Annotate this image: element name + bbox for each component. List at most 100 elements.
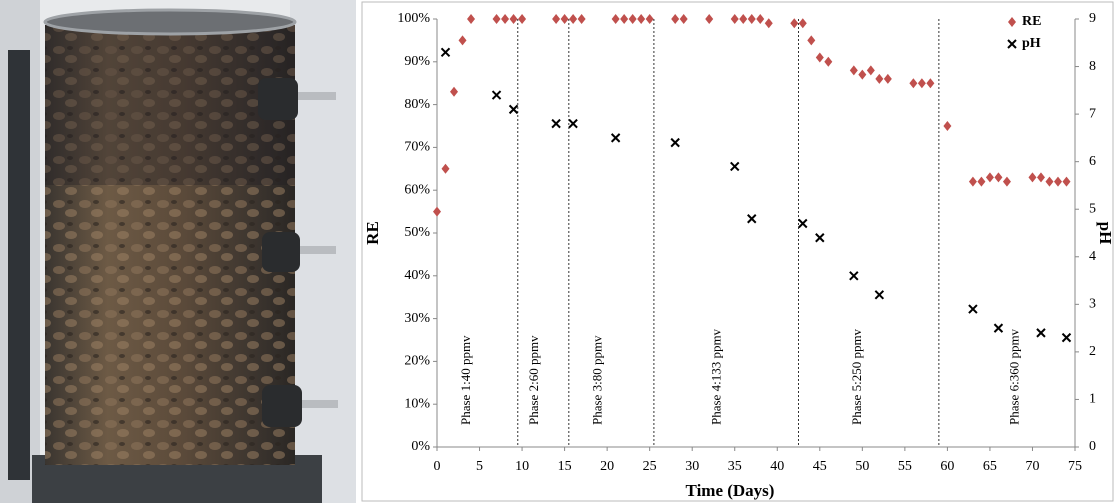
- data-point: [968, 304, 978, 314]
- data-point: [508, 104, 519, 115]
- data-point: [917, 78, 926, 89]
- x-tick-label: 20: [600, 459, 614, 474]
- y-tick-label: 10%: [404, 396, 430, 411]
- y-tick-label: 100%: [397, 11, 430, 26]
- data-point: [909, 78, 918, 89]
- data-point: [1002, 176, 1011, 187]
- y-tick-label: 70%: [404, 140, 430, 155]
- data-point: [628, 14, 637, 24]
- phase-label: Phase 1:40 ppmv: [458, 335, 473, 425]
- data-point: [739, 14, 748, 24]
- y-tick-label: 50%: [404, 225, 430, 240]
- x-tick-label: 45: [813, 459, 827, 474]
- data-point: [440, 47, 451, 57]
- data-point: [491, 90, 502, 100]
- data-point: [807, 35, 816, 46]
- phase-label: Phase 2:60 ppmv: [526, 335, 541, 425]
- y-tick-label: 40%: [404, 268, 430, 283]
- data-point: [849, 271, 859, 281]
- data-point: [926, 78, 935, 89]
- y2-tick-label: 2: [1089, 344, 1096, 359]
- data-point: [679, 14, 688, 24]
- y2-tick-label: 5: [1089, 201, 1096, 216]
- x-tick-label: 15: [558, 459, 572, 474]
- x-tick-label: 30: [685, 459, 699, 474]
- data-point: [747, 14, 756, 24]
- data-point: [610, 133, 621, 143]
- phase-label: Phase 3:80 ppmv: [590, 335, 605, 425]
- x-tick-label: 70: [1025, 459, 1039, 474]
- x-tick-label: 10: [515, 459, 529, 474]
- data-point: [815, 52, 824, 63]
- y-tick-label: 20%: [404, 354, 430, 369]
- y-tick-label: 80%: [404, 97, 430, 112]
- legend-label: pH: [1022, 36, 1041, 51]
- data-point: [1061, 332, 1072, 343]
- data-point: [993, 323, 1004, 333]
- data-point: [747, 214, 757, 224]
- data-point: [790, 18, 799, 29]
- y2-tick-label: 7: [1089, 106, 1096, 121]
- data-point: [764, 18, 773, 29]
- data-point: [730, 161, 740, 172]
- data-point: [1036, 328, 1046, 338]
- y-tick-label: 30%: [404, 311, 430, 326]
- data-point: [1028, 172, 1037, 183]
- data-point: [1053, 176, 1062, 187]
- x-tick-label: 65: [983, 459, 997, 474]
- data-point: [730, 14, 739, 24]
- y2-tick-label: 3: [1089, 297, 1096, 312]
- data-point: [849, 65, 858, 76]
- y2-tick-label: 6: [1089, 154, 1096, 169]
- data-point: [815, 233, 825, 243]
- x-tick-label: 25: [643, 459, 657, 474]
- data-point: [874, 290, 885, 300]
- data-point: [620, 14, 629, 24]
- legend-marker: [1008, 17, 1016, 27]
- data-point: [645, 14, 654, 24]
- data-point: [858, 69, 867, 80]
- data-point: [1036, 172, 1045, 183]
- phase-label: Phase 6:360 ppmv: [1006, 328, 1021, 425]
- data-point: [1062, 176, 1071, 187]
- data-point: [492, 14, 501, 24]
- data-point: [824, 56, 833, 67]
- data-point: [458, 35, 467, 46]
- x-tick-label: 50: [855, 459, 869, 474]
- data-point: [883, 73, 892, 84]
- data-point: [977, 176, 986, 187]
- data-point: [467, 14, 476, 24]
- data-point: [798, 218, 808, 229]
- data-point: [875, 73, 884, 84]
- data-point: [968, 176, 977, 187]
- x-tick-label: 75: [1068, 459, 1082, 474]
- data-point: [798, 18, 807, 29]
- data-point: [551, 118, 561, 129]
- phase-label: Phase 5:250 ppmv: [849, 328, 864, 425]
- data-point: [985, 172, 994, 183]
- data-point: [501, 14, 510, 24]
- data-point: [552, 14, 561, 24]
- data-point: [518, 14, 527, 24]
- data-point: [1045, 176, 1054, 187]
- phase-label: Phase 4:133 ppmv: [709, 328, 724, 425]
- y-tick-label: 0%: [411, 439, 430, 454]
- data-point: [569, 14, 578, 24]
- x-tick-label: 5: [476, 459, 483, 474]
- data-point: [637, 14, 646, 24]
- y2-tick-label: 1: [1089, 392, 1096, 407]
- data-point: [560, 14, 569, 24]
- x-tick-label: 55: [898, 459, 912, 474]
- legend-marker: [1007, 39, 1017, 49]
- y-tick-label: 60%: [404, 182, 430, 197]
- data-point: [756, 14, 765, 24]
- data-point: [611, 14, 620, 24]
- y-axis-title: RE: [363, 221, 382, 245]
- x-tick-label: 40: [770, 459, 784, 474]
- x-tick-label: 60: [940, 459, 954, 474]
- y2-tick-label: 0: [1089, 439, 1096, 454]
- x-tick-label: 0: [434, 459, 441, 474]
- data-point: [671, 14, 680, 24]
- data-point: [994, 172, 1003, 183]
- y2-tick-label: 4: [1089, 249, 1096, 264]
